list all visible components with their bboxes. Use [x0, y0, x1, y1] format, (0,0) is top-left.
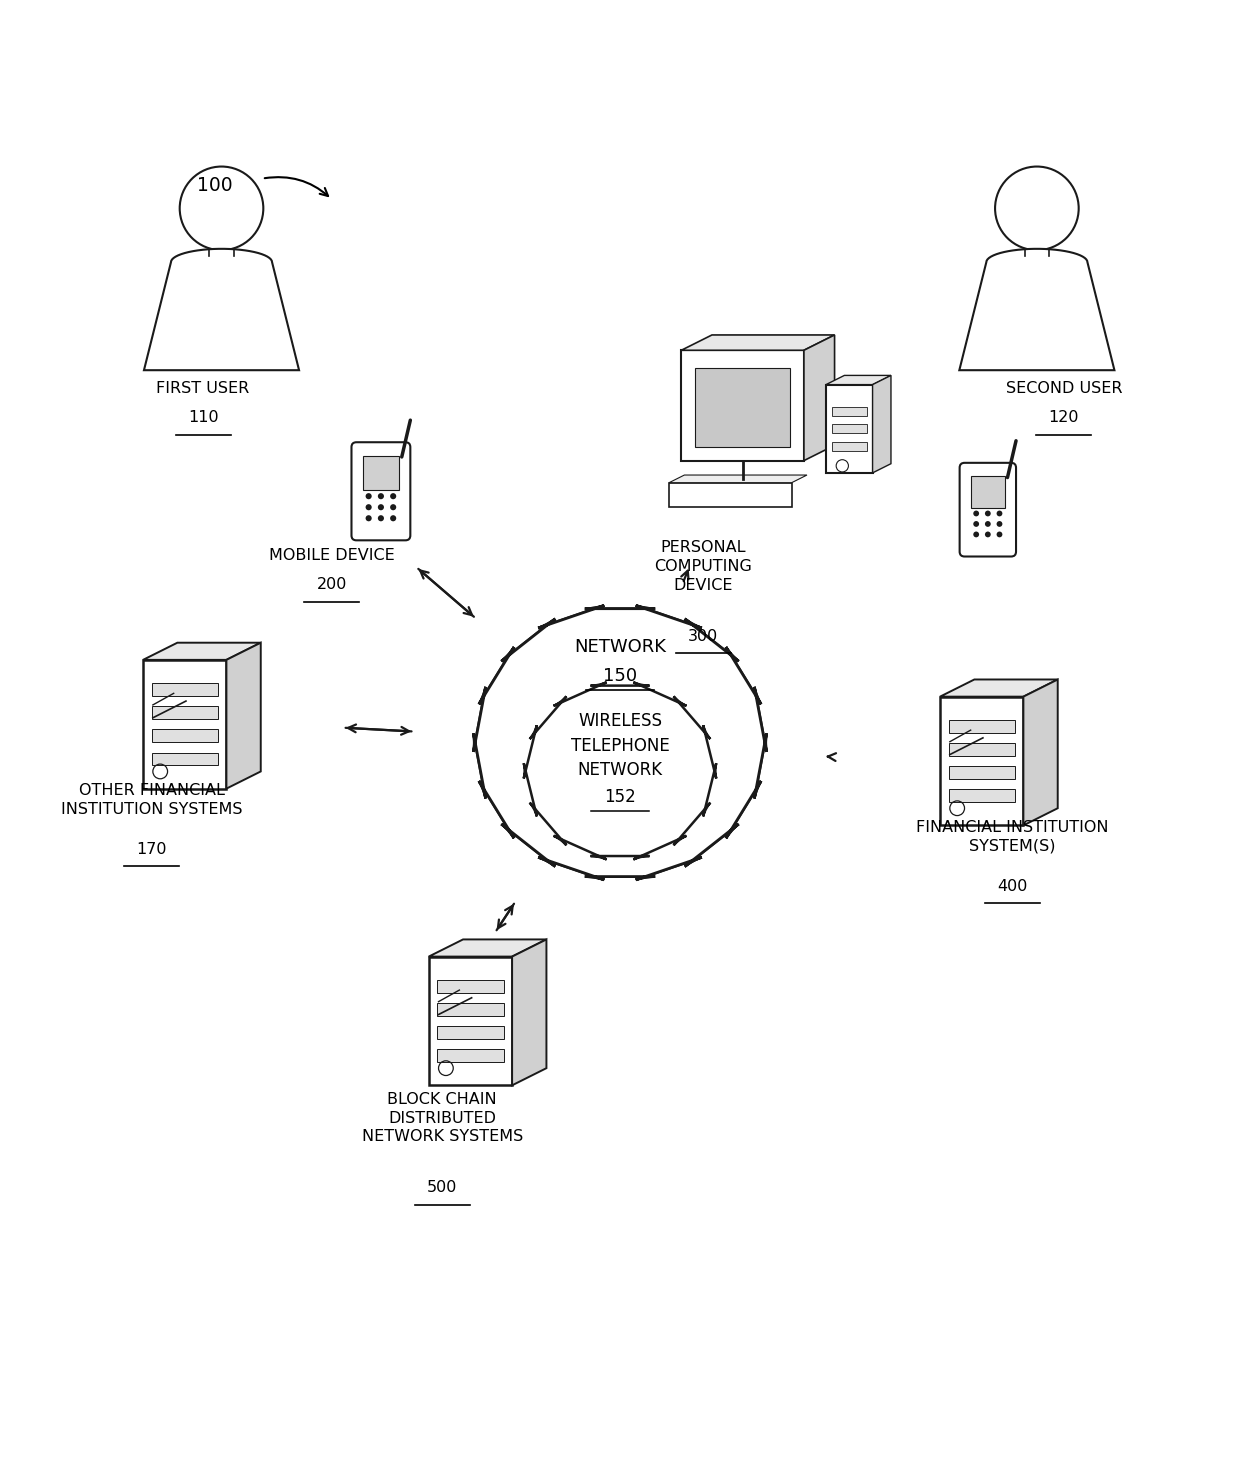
Polygon shape: [227, 642, 260, 788]
FancyBboxPatch shape: [151, 729, 218, 742]
Text: WIRELESS: WIRELESS: [578, 711, 662, 731]
FancyBboxPatch shape: [949, 790, 1014, 803]
Text: BLOCK CHAIN
DISTRIBUTED
NETWORK SYSTEMS: BLOCK CHAIN DISTRIBUTED NETWORK SYSTEMS: [362, 1091, 523, 1145]
Polygon shape: [143, 642, 260, 660]
Circle shape: [985, 521, 991, 527]
Polygon shape: [718, 483, 780, 489]
Text: SECOND USER: SECOND USER: [1006, 382, 1122, 396]
Circle shape: [997, 532, 1002, 538]
Text: MOBILE DEVICE: MOBILE DEVICE: [269, 548, 394, 563]
FancyBboxPatch shape: [960, 463, 1016, 557]
FancyBboxPatch shape: [151, 683, 218, 695]
Text: FINANCIAL INSTITUTION
SYSTEM(S): FINANCIAL INSTITUTION SYSTEM(S): [916, 820, 1109, 853]
FancyBboxPatch shape: [438, 980, 503, 993]
Text: 170: 170: [136, 843, 167, 857]
Text: 300: 300: [688, 629, 718, 644]
Polygon shape: [523, 682, 717, 859]
FancyBboxPatch shape: [949, 766, 1014, 779]
Polygon shape: [474, 605, 766, 879]
Circle shape: [985, 511, 991, 517]
Polygon shape: [873, 376, 892, 473]
Polygon shape: [826, 376, 892, 384]
Circle shape: [973, 511, 980, 517]
Text: 120: 120: [1049, 411, 1079, 426]
Circle shape: [378, 516, 384, 521]
Circle shape: [997, 521, 1002, 527]
Polygon shape: [474, 605, 766, 879]
Polygon shape: [143, 660, 227, 788]
Circle shape: [391, 516, 397, 521]
Circle shape: [378, 504, 384, 510]
FancyBboxPatch shape: [949, 742, 1014, 756]
Text: 152: 152: [604, 788, 636, 806]
FancyBboxPatch shape: [351, 442, 410, 541]
Polygon shape: [681, 351, 804, 461]
Text: OTHER FINANCIAL
INSTITUTION SYSTEMS: OTHER FINANCIAL INSTITUTION SYSTEMS: [61, 784, 242, 816]
Text: PERSONAL
COMPUTING
DEVICE: PERSONAL COMPUTING DEVICE: [655, 541, 753, 592]
Text: 100: 100: [197, 177, 233, 194]
Polygon shape: [681, 334, 835, 351]
Polygon shape: [1023, 679, 1058, 825]
Text: NETWORK: NETWORK: [578, 762, 662, 779]
Circle shape: [985, 532, 991, 538]
FancyBboxPatch shape: [438, 1027, 503, 1038]
FancyBboxPatch shape: [438, 1049, 503, 1062]
Circle shape: [366, 493, 372, 499]
Text: 150: 150: [603, 667, 637, 685]
Polygon shape: [429, 956, 512, 1086]
Polygon shape: [832, 407, 867, 415]
Circle shape: [180, 166, 263, 250]
Circle shape: [366, 504, 372, 510]
Polygon shape: [429, 940, 547, 956]
Polygon shape: [144, 249, 299, 370]
FancyBboxPatch shape: [151, 753, 218, 766]
Circle shape: [391, 493, 397, 499]
Text: 400: 400: [997, 879, 1028, 894]
Circle shape: [994, 166, 1079, 250]
Text: 200: 200: [316, 577, 347, 592]
Polygon shape: [804, 334, 835, 461]
Polygon shape: [832, 442, 867, 451]
Polygon shape: [512, 940, 547, 1086]
FancyBboxPatch shape: [438, 1003, 503, 1016]
FancyBboxPatch shape: [949, 720, 1014, 732]
FancyBboxPatch shape: [971, 476, 1004, 508]
Text: 110: 110: [187, 411, 218, 426]
Text: FIRST USER: FIRST USER: [156, 382, 249, 396]
Text: TELEPHONE: TELEPHONE: [570, 736, 670, 754]
Circle shape: [973, 521, 980, 527]
Polygon shape: [523, 682, 717, 859]
Polygon shape: [826, 384, 873, 473]
Polygon shape: [960, 249, 1115, 370]
Text: NETWORK: NETWORK: [574, 638, 666, 657]
Text: 500: 500: [427, 1180, 458, 1196]
Polygon shape: [670, 483, 791, 507]
Circle shape: [973, 532, 980, 538]
Circle shape: [366, 516, 372, 521]
Polygon shape: [832, 424, 867, 433]
Polygon shape: [940, 679, 1058, 697]
Polygon shape: [670, 474, 807, 483]
Polygon shape: [940, 697, 1023, 825]
Circle shape: [391, 504, 397, 510]
FancyBboxPatch shape: [363, 457, 398, 489]
Circle shape: [378, 493, 384, 499]
Circle shape: [997, 511, 1002, 517]
FancyBboxPatch shape: [151, 706, 218, 719]
Polygon shape: [694, 368, 790, 448]
